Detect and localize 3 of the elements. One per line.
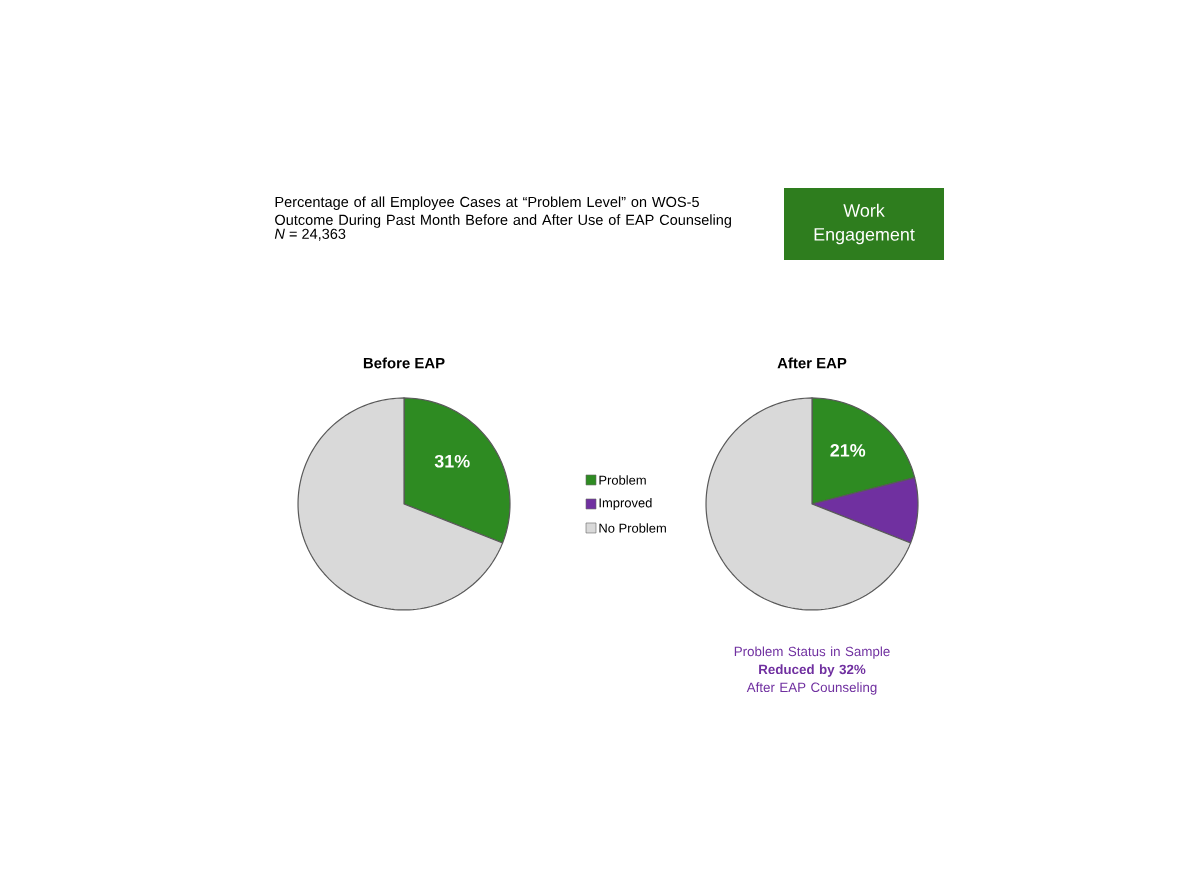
data-label: 31% (434, 454, 470, 468)
text: Work Engagement (814, 203, 915, 245)
data-label: 21% (830, 444, 866, 457)
